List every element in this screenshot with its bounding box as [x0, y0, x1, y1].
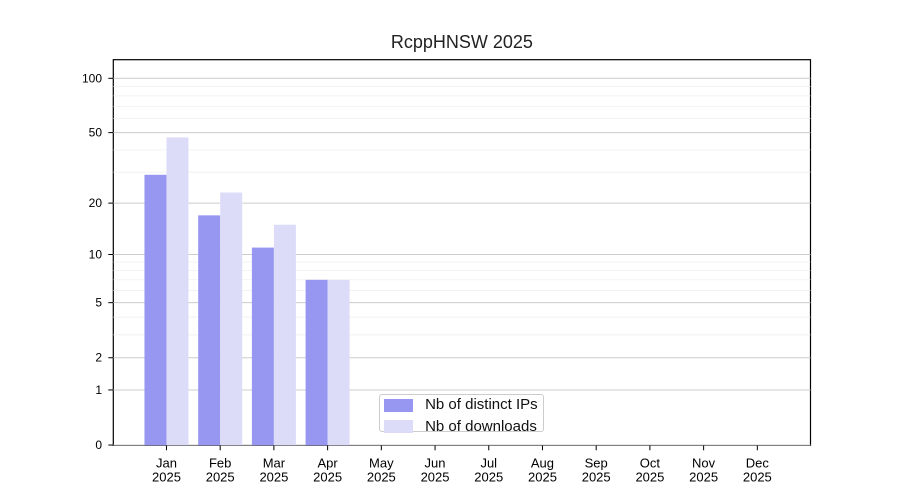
svg-text:Jun: Jun: [425, 455, 446, 470]
svg-text:2: 2: [95, 351, 102, 365]
svg-text:2025: 2025: [421, 469, 450, 484]
svg-text:2025: 2025: [743, 469, 772, 484]
svg-text:10: 10: [89, 247, 103, 261]
svg-text:5: 5: [95, 296, 102, 310]
svg-text:0: 0: [95, 438, 102, 452]
svg-text:1: 1: [95, 383, 102, 397]
svg-text:2025: 2025: [367, 469, 396, 484]
svg-text:Oct: Oct: [640, 455, 661, 470]
svg-text:2025: 2025: [259, 469, 288, 484]
svg-text:Sep: Sep: [585, 455, 608, 470]
svg-text:May: May: [369, 455, 394, 470]
svg-text:Nov: Nov: [692, 455, 716, 470]
svg-text:Mar: Mar: [263, 455, 286, 470]
svg-text:Aug: Aug: [531, 455, 554, 470]
svg-text:2025: 2025: [528, 469, 557, 484]
svg-text:2025: 2025: [582, 469, 611, 484]
svg-text:2025: 2025: [313, 469, 342, 484]
svg-text:Jan: Jan: [156, 455, 177, 470]
svg-text:2025: 2025: [635, 469, 664, 484]
svg-text:Feb: Feb: [209, 455, 231, 470]
svg-text:2025: 2025: [689, 469, 718, 484]
svg-text:Jul: Jul: [480, 455, 497, 470]
svg-text:2025: 2025: [152, 469, 181, 484]
svg-text:Apr: Apr: [317, 455, 338, 470]
svg-text:100: 100: [82, 71, 102, 85]
svg-text:Dec: Dec: [746, 455, 770, 470]
svg-text:20: 20: [89, 196, 103, 210]
svg-text:50: 50: [89, 126, 103, 140]
svg-text:2025: 2025: [474, 469, 503, 484]
svg-text:2025: 2025: [206, 469, 235, 484]
